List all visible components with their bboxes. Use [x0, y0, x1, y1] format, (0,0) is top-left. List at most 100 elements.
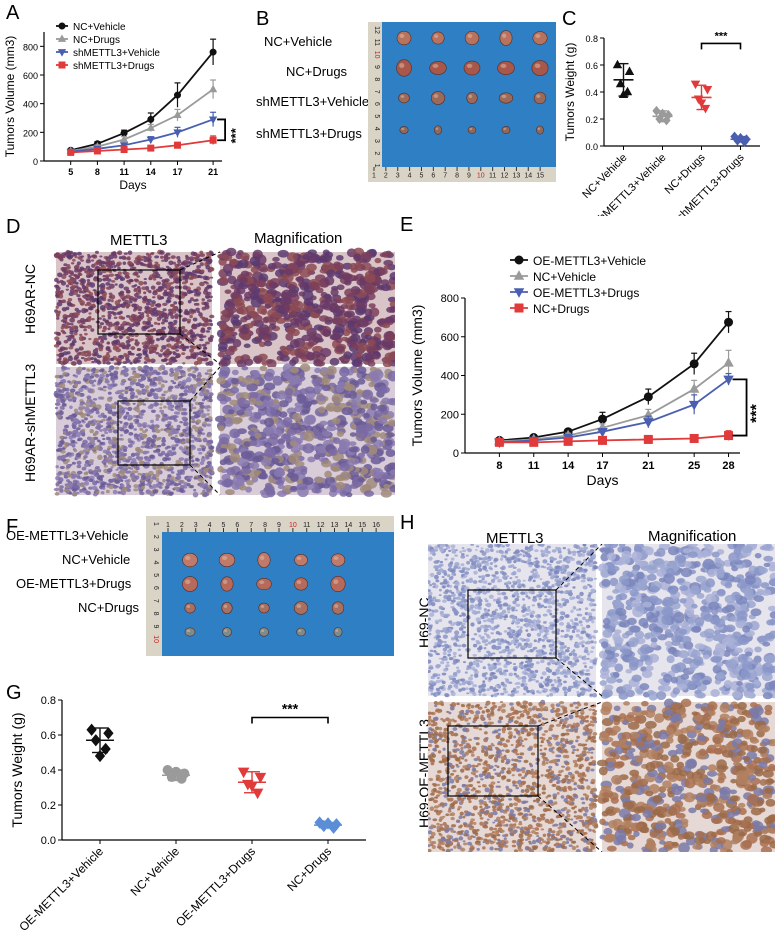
ruler-number: 2 [180, 522, 184, 529]
cell-nucleus [321, 430, 332, 437]
cell-nucleus [172, 270, 179, 276]
ihc-panel-h: METTL3 Magnification H69-NC H69-OE-METTL… [398, 520, 775, 852]
ruler-number: 4 [373, 127, 380, 131]
cell-nucleus [285, 374, 296, 381]
cell-nucleus [129, 467, 134, 470]
cell-nucleus [130, 334, 135, 337]
cell-nucleus [94, 308, 100, 314]
cell-nucleus [203, 347, 208, 350]
cell-nucleus [139, 491, 145, 496]
cell-nucleus [248, 469, 260, 479]
panel-label-h: H [400, 512, 415, 534]
cell-nucleus [583, 649, 589, 654]
cell-nucleus [122, 396, 128, 402]
cell-nucleus [294, 405, 303, 413]
cell-nucleus [200, 457, 206, 463]
cell-nucleus [116, 261, 122, 266]
cell-nucleus [477, 650, 482, 653]
cell-nucleus [177, 345, 184, 350]
cell-nucleus [111, 380, 115, 383]
cell-nucleus [57, 254, 64, 260]
data-point [173, 129, 182, 137]
cell-nucleus [146, 376, 151, 380]
cell-nucleus [157, 322, 161, 326]
ruler-number: 9 [373, 65, 380, 69]
ruler-number: 7 [249, 522, 253, 529]
cell-nucleus [430, 692, 434, 696]
cell-nucleus [102, 486, 106, 490]
cell-nucleus [76, 352, 82, 356]
cell-nucleus [250, 266, 259, 274]
cell-nucleus [135, 324, 139, 328]
cell-nucleus [289, 348, 297, 356]
cell-nucleus [356, 389, 363, 395]
cell-nucleus [173, 482, 179, 487]
cell-nucleus [334, 262, 345, 271]
cell-nucleus [447, 653, 451, 657]
cell-nucleus [99, 255, 103, 258]
cell-nucleus [123, 252, 128, 255]
cell-nucleus [184, 433, 190, 438]
x-tick-label: 21 [642, 460, 654, 472]
cell-nucleus [157, 375, 163, 382]
data-point [174, 141, 181, 149]
cell-nucleus [79, 407, 84, 411]
cell-nucleus [306, 256, 317, 264]
cell-nucleus [74, 374, 78, 378]
cell-nucleus [144, 345, 150, 350]
cell-nucleus [76, 422, 81, 425]
cell-nucleus [88, 312, 92, 315]
cell-nucleus [149, 382, 154, 386]
cell-nucleus [127, 250, 133, 255]
cell-nucleus [112, 312, 117, 316]
cell-nucleus [78, 411, 84, 415]
cell-nucleus [189, 297, 194, 302]
cell-nucleus [159, 406, 163, 410]
cell-nucleus [572, 586, 576, 589]
cell-nucleus [386, 306, 395, 313]
cell-nucleus [137, 472, 142, 476]
cell-nucleus [170, 293, 175, 298]
cell-nucleus [153, 265, 159, 270]
cell-nucleus [177, 335, 182, 339]
cell-nucleus [590, 640, 594, 644]
cell-nucleus [80, 278, 86, 284]
cell-nucleus [75, 281, 79, 285]
cell-nucleus [384, 332, 395, 342]
tumor [259, 627, 269, 637]
tumor [294, 577, 308, 591]
tumor-highlight [296, 580, 302, 584]
cell-nucleus [69, 282, 73, 286]
cell-nucleus [128, 281, 132, 285]
cell-nucleus [83, 443, 89, 450]
cell-nucleus [127, 326, 133, 331]
cell-nucleus [188, 455, 194, 460]
cell-nucleus [258, 324, 270, 335]
x-tick-label: 21 [208, 167, 218, 177]
cell-nucleus [68, 442, 73, 446]
cell-nucleus [207, 258, 213, 264]
cell-nucleus [136, 275, 141, 278]
cell-nucleus [176, 411, 181, 415]
cell-nucleus [83, 476, 89, 480]
cell-nucleus [336, 430, 344, 437]
cell-nucleus [185, 355, 191, 360]
cell-nucleus [139, 383, 145, 389]
cell-nucleus [103, 462, 107, 466]
cell-nucleus [84, 417, 88, 421]
cell-nucleus [129, 375, 135, 380]
data-point [119, 134, 129, 143]
cell-nucleus [113, 264, 117, 268]
cell-nucleus [56, 331, 61, 336]
cell-nucleus [199, 315, 204, 319]
cell-nucleus [150, 439, 154, 444]
cell-nucleus [163, 405, 167, 409]
cell-nucleus [295, 276, 304, 282]
cell-nucleus [219, 276, 229, 285]
cell-nucleus [343, 311, 351, 318]
cell-nucleus [55, 305, 59, 309]
cell-nucleus [470, 674, 474, 677]
cell-nucleus [178, 457, 185, 461]
cell-nucleus [385, 341, 394, 349]
cell-nucleus [330, 464, 343, 472]
